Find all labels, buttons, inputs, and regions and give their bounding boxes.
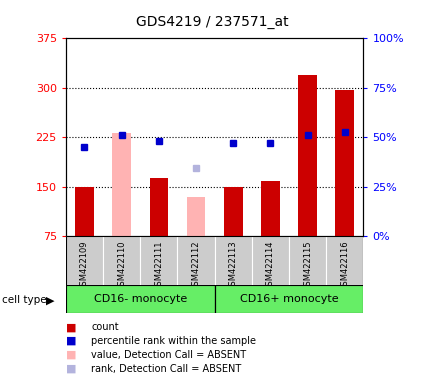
Bar <box>187 197 205 236</box>
Bar <box>215 285 363 313</box>
Text: GSM422112: GSM422112 <box>192 240 201 291</box>
Text: cell type: cell type <box>2 295 47 305</box>
Text: GDS4219 / 237571_at: GDS4219 / 237571_at <box>136 15 289 28</box>
Text: GSM422111: GSM422111 <box>154 240 163 291</box>
Bar <box>66 285 215 313</box>
Text: rank, Detection Call = ABSENT: rank, Detection Call = ABSENT <box>91 364 242 374</box>
Text: value, Detection Call = ABSENT: value, Detection Call = ABSENT <box>91 350 246 360</box>
Text: count: count <box>91 322 119 332</box>
Text: ▶: ▶ <box>46 295 54 305</box>
Bar <box>112 132 131 236</box>
Text: ■: ■ <box>66 350 76 360</box>
Bar <box>103 236 140 286</box>
Text: GSM422113: GSM422113 <box>229 240 238 291</box>
Bar <box>261 182 280 236</box>
Bar <box>140 236 178 286</box>
Bar <box>215 236 252 286</box>
Bar <box>289 236 326 286</box>
Text: ■: ■ <box>66 322 76 332</box>
Bar <box>224 187 243 236</box>
Bar <box>75 187 94 236</box>
Text: GSM422115: GSM422115 <box>303 240 312 291</box>
Bar <box>335 90 354 236</box>
Text: GSM422114: GSM422114 <box>266 240 275 291</box>
Bar <box>66 236 103 286</box>
Text: GSM422116: GSM422116 <box>340 240 349 291</box>
Text: ■: ■ <box>66 336 76 346</box>
Bar <box>150 178 168 236</box>
Bar <box>326 236 363 286</box>
Text: GSM422110: GSM422110 <box>117 240 126 291</box>
Text: ■: ■ <box>66 364 76 374</box>
Bar <box>298 74 317 236</box>
Text: CD16+ monocyte: CD16+ monocyte <box>240 294 338 304</box>
Bar <box>252 236 289 286</box>
Text: percentile rank within the sample: percentile rank within the sample <box>91 336 256 346</box>
Text: CD16- monocyte: CD16- monocyte <box>94 294 187 304</box>
Text: GSM422109: GSM422109 <box>80 240 89 291</box>
Bar <box>178 236 215 286</box>
